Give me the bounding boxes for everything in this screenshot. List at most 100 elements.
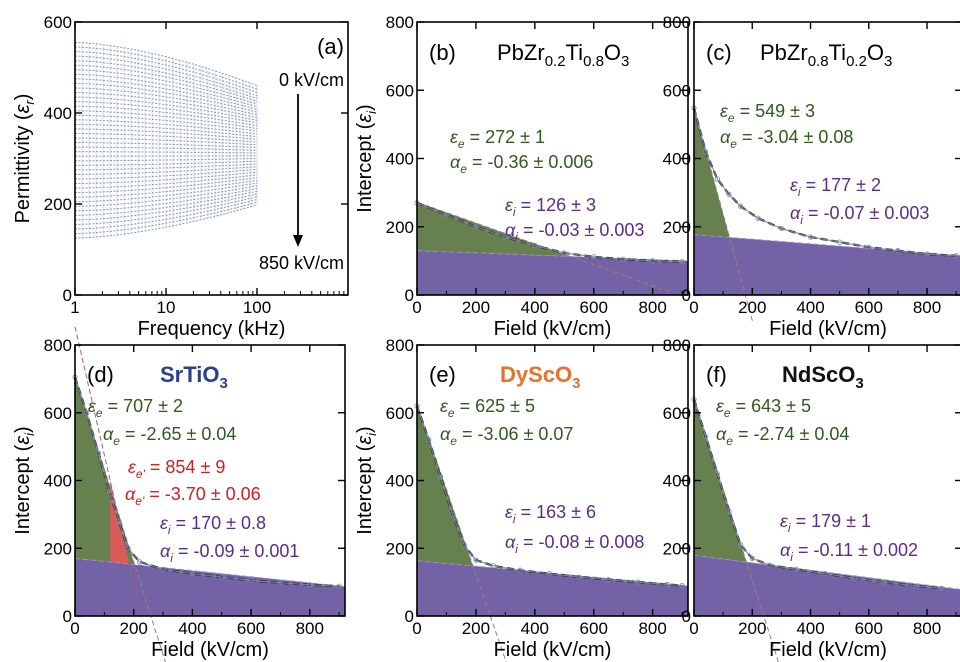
fit-annotation: εi = 177 ± 2 [790, 175, 881, 199]
data-point [189, 571, 195, 577]
y-tick-label: 600 [386, 404, 414, 423]
fit-annotation: εi = 163 ± 6 [505, 502, 596, 526]
x-tick-label: 10 [157, 298, 176, 317]
extrinsic2-fit-line [74, 326, 139, 603]
data-point [473, 557, 479, 563]
fit-annotation: αe' = -3.70 ± 0.06 [125, 484, 261, 508]
data-point [84, 410, 90, 416]
data-point [576, 574, 582, 580]
intrinsic-fit-line [74, 557, 346, 588]
data-point [880, 579, 886, 585]
fit-annotation: εe = 643 ± 5 [716, 396, 811, 420]
field-arrow-head [293, 235, 303, 247]
y-tick-label: 600 [663, 81, 691, 100]
y-tick-label: 0 [63, 286, 72, 305]
fit-annotation: εe = 625 ± 5 [440, 396, 535, 420]
data-point [125, 545, 131, 551]
fit-annotation: αi = -0.03 ± 0.003 [505, 220, 644, 244]
x-tick-label: 400 [521, 619, 549, 638]
y-tick-label: 800 [44, 336, 72, 355]
y-tick-label: 400 [386, 150, 414, 169]
y-axis-label: Intercept (εi) [12, 426, 37, 534]
x-tick-label: 0 [70, 619, 79, 638]
data-point [248, 577, 254, 584]
y-tick-label: 400 [663, 472, 691, 491]
y-tick-label: 800 [386, 336, 414, 355]
x-tick-label: 600 [237, 619, 265, 638]
x-tick-label: 800 [913, 619, 941, 638]
data-point [793, 566, 799, 572]
data-point [277, 580, 284, 586]
data-point [755, 215, 761, 221]
x-tick-label: 400 [521, 298, 549, 317]
x-tick-label: 200 [738, 619, 766, 638]
y-tick-label: 400 [44, 104, 72, 123]
data-point [473, 224, 479, 230]
x-tick-label: 800 [913, 298, 941, 317]
x-tick-label: 200 [738, 298, 766, 317]
permittivity-curve [74, 204, 258, 239]
x-tick-label: 600 [855, 619, 883, 638]
data-markers [416, 405, 683, 587]
y-tick-label: 200 [44, 539, 72, 558]
data-point [924, 251, 930, 257]
data-point [664, 581, 670, 588]
data-point [605, 577, 612, 583]
data-point [160, 566, 166, 572]
y-tick-label: 400 [44, 472, 72, 491]
x-tick-label: 400 [796, 298, 824, 317]
fit-annotation: αe = -2.65 ± 0.04 [103, 424, 236, 448]
fit-annotation: αe = -3.04 ± 0.08 [720, 127, 853, 151]
data-markers [693, 399, 942, 589]
x-tick-label: 200 [462, 298, 490, 317]
x-tick-label: 400 [796, 619, 824, 638]
data-point [116, 518, 122, 524]
panel-f: 0 200 400 600 800 0 200 400 600 800 Field (kV/cm) (… [663, 336, 960, 662]
data-point [895, 248, 901, 254]
fit-annotation: εe' = 854 ± 9 [128, 457, 225, 481]
x-tick-label: 600 [855, 298, 883, 317]
x-axis-label: Field (kV/cm) [151, 639, 269, 661]
panel-title: SrTiO3 [160, 362, 228, 392]
x-tick-label: 600 [580, 619, 608, 638]
y-tick-label: 0 [405, 286, 414, 305]
fit-annotation: αe = -2.74 ± 0.04 [716, 424, 849, 448]
data-point [437, 474, 444, 480]
y-tick-label: 600 [663, 404, 691, 423]
intrinsic-area [75, 558, 345, 616]
intrinsic-fit-line [693, 554, 960, 590]
x-tick-label: 400 [178, 619, 206, 638]
data-point [449, 511, 455, 517]
x-axis-label: Frequency (kHz) [138, 318, 286, 340]
fit-annotation: εi = 179 ± 1 [780, 511, 871, 535]
data-point [219, 574, 225, 580]
panel-title: DyScO3 [500, 362, 581, 392]
fit-annotation: εe = 549 ± 3 [720, 101, 815, 125]
data-point [591, 254, 597, 260]
data-point [107, 491, 113, 497]
data-markers [74, 377, 340, 587]
intrinsic-fit-line [416, 250, 689, 262]
x-axis-label: Field (kV/cm) [494, 639, 612, 661]
data-point [532, 242, 538, 249]
x-tick-label: 0 [689, 298, 698, 317]
panel-title: NdScO3 [782, 362, 864, 392]
data-point [807, 234, 814, 240]
intrinsic-area [694, 234, 960, 295]
data-point [679, 258, 685, 265]
y-tick-label: 200 [386, 539, 414, 558]
y-tick-label: 0 [682, 286, 691, 305]
y-axis-label: Intercept (εi) [354, 104, 379, 212]
fit-annotation: εi = 170 ± 0.8 [160, 513, 266, 537]
panel-label: (c) [706, 40, 732, 65]
data-point [822, 571, 828, 577]
x-tick-label: 0 [689, 619, 698, 638]
fit-annotation: εi = 126 ± 3 [505, 195, 596, 219]
data-point [726, 191, 732, 197]
panel-label: (b) [429, 40, 456, 65]
y-tick-label: 600 [386, 81, 414, 100]
annotation-850kv: 850 kV/cm [259, 253, 344, 273]
x-axis-label: Field (kV/cm) [769, 639, 887, 661]
data-point [749, 555, 755, 562]
